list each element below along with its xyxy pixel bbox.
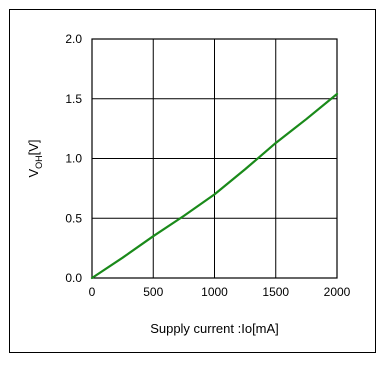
plot-area — [91, 38, 338, 279]
x-tick-labels: 0 500 1000 1500 2000 — [89, 285, 351, 299]
x-tick-label: 2000 — [324, 285, 351, 299]
y-tick-label: 1.0 — [65, 152, 82, 166]
x-axis-label: Supply current :Io[mA] — [150, 321, 279, 336]
series-group — [90, 92, 339, 280]
x-tick-label: 1000 — [201, 285, 228, 299]
y-tick-label: 1.5 — [65, 92, 82, 106]
x-tick-label: 1500 — [262, 285, 289, 299]
y-axis-label-unit: [V] — [26, 139, 41, 155]
y-tick-label: 2.0 — [65, 32, 82, 46]
y-tick-label: 0.0 — [65, 271, 82, 285]
x-tick-label: 500 — [143, 285, 163, 299]
x-tick-label: 0 — [89, 285, 96, 299]
chart-frame — [9, 9, 376, 353]
y-axis-label-main: V — [26, 169, 41, 178]
y-axis-label-sub: OH — [34, 155, 44, 169]
y-tick-labels: 0.0 0.5 1.0 1.5 2.0 — [65, 32, 82, 285]
y-axis-label: VOH[V] — [26, 139, 44, 177]
series-line — [90, 92, 339, 280]
y-tick-label: 0.5 — [65, 211, 82, 225]
grid — [92, 39, 337, 278]
